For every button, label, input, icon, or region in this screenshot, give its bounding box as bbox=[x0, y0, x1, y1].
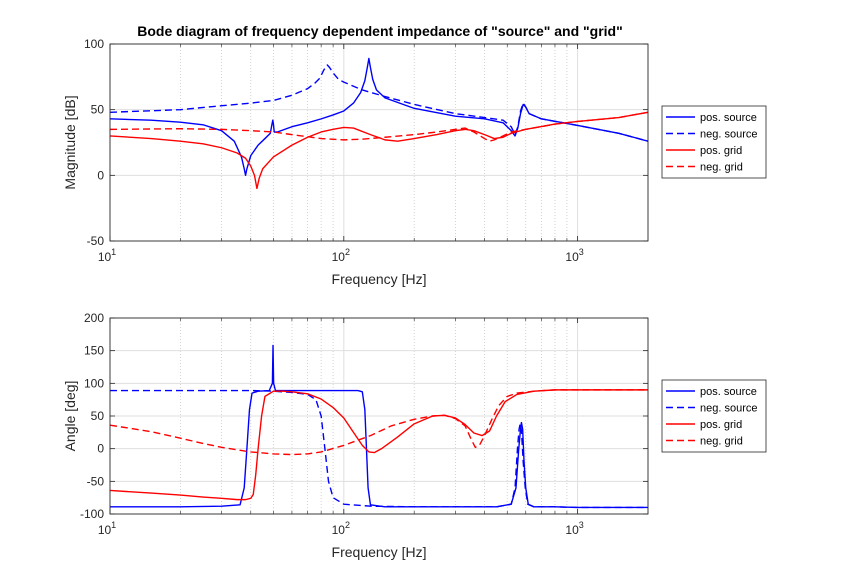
y-tick-label: 100 bbox=[84, 37, 104, 51]
x-tick-exponent: 1 bbox=[111, 247, 116, 257]
y-tick-label: -50 bbox=[87, 234, 105, 248]
axes-box bbox=[109, 43, 649, 242]
legend-entry-label: neg. source bbox=[700, 403, 757, 415]
y-axis-label: Angle [deg] bbox=[62, 381, 78, 452]
phase-grid bbox=[110, 318, 648, 514]
x-axis-label: Frequency [Hz] bbox=[332, 271, 427, 287]
figure-title: Bode diagram of frequency dependent impe… bbox=[137, 23, 623, 39]
plot-area bbox=[110, 44, 648, 241]
legend-entry-label: pos. source bbox=[700, 386, 757, 398]
legend-entry-label: neg. grid bbox=[700, 436, 743, 448]
legend-entry-label: pos. source bbox=[700, 112, 757, 124]
x-axis-label: Frequency [Hz] bbox=[332, 544, 427, 560]
y-tick-label: -50 bbox=[87, 474, 105, 488]
magnitude-lines bbox=[110, 57, 648, 190]
series-line-pos-source bbox=[110, 57, 648, 177]
phase-legend: pos. source neg. source pos. grid neg. grid bbox=[661, 379, 767, 453]
series-line-pos-source bbox=[110, 344, 648, 509]
legend-entry-label: pos. grid bbox=[700, 145, 742, 157]
legend-entry-label: pos. grid bbox=[700, 419, 742, 431]
x-tick-exponent: 2 bbox=[345, 520, 350, 530]
magnitude-legend: pos. source neg. source pos. grid neg. grid bbox=[661, 105, 767, 179]
y-tick-label: 0 bbox=[97, 442, 104, 456]
series-line-pos-grid bbox=[110, 111, 648, 190]
legend-entry-label: neg. source bbox=[700, 129, 757, 141]
series-line-neg-grid bbox=[110, 111, 648, 142]
y-tick-label: 150 bbox=[84, 344, 104, 358]
y-tick-label: -100 bbox=[80, 507, 104, 521]
series-line-pos-grid bbox=[110, 389, 648, 501]
y-axis-label: Magnitude [dB] bbox=[62, 95, 78, 189]
series-line-neg-source bbox=[110, 64, 648, 142]
series-line-neg-grid bbox=[110, 389, 648, 456]
y-tick-label: 200 bbox=[84, 311, 104, 325]
y-tick-label: 50 bbox=[91, 409, 105, 423]
x-tick-exponent: 3 bbox=[579, 520, 584, 530]
y-tick-label: 0 bbox=[97, 168, 104, 182]
x-tick-exponent: 2 bbox=[345, 247, 350, 257]
x-tick-exponent: 1 bbox=[111, 520, 116, 530]
x-tick-exponent: 3 bbox=[579, 247, 584, 257]
y-tick-label: 50 bbox=[91, 103, 105, 117]
y-tick-label: 100 bbox=[84, 376, 104, 390]
legend-entry-label: neg. grid bbox=[700, 162, 743, 174]
phase-lines bbox=[110, 344, 648, 509]
magnitude-grid bbox=[110, 44, 648, 241]
